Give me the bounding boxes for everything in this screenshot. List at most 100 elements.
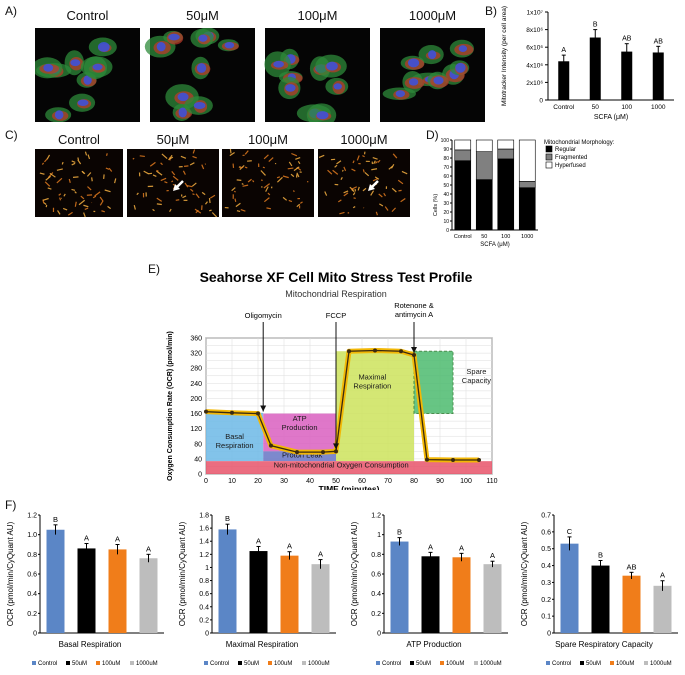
legend-label: 1000uM bbox=[308, 661, 330, 667]
cell-nucleus bbox=[193, 102, 206, 110]
mitochondrion bbox=[388, 165, 393, 170]
mitochondrion bbox=[143, 170, 149, 175]
legend-swatch bbox=[440, 661, 444, 665]
y-tick-label: 0.8 bbox=[27, 552, 37, 559]
y-axis-label: OCR (pmol/min/CyQuant AU) bbox=[520, 521, 529, 626]
mitochondrion bbox=[290, 173, 295, 178]
mitochondrion bbox=[46, 154, 51, 160]
y-tick-label: 0.6 bbox=[199, 591, 209, 598]
mitochondrion bbox=[201, 191, 206, 196]
y-tick-label: 0.5 bbox=[541, 546, 551, 553]
y-tick-label: 1.2 bbox=[27, 513, 37, 520]
mitochondrion bbox=[68, 178, 71, 183]
y-tick-label: 100 bbox=[441, 138, 450, 144]
mitochondrion bbox=[160, 162, 163, 166]
image-background bbox=[222, 149, 314, 217]
significance-letter: A bbox=[287, 542, 292, 551]
y-tick-label: 0.3 bbox=[541, 580, 551, 587]
mitochondrion bbox=[211, 212, 218, 217]
stacked-bar-segment bbox=[475, 139, 493, 152]
stacked-bar-segment bbox=[475, 151, 493, 180]
mitochondrion bbox=[351, 189, 355, 193]
bar bbox=[390, 541, 409, 633]
mitochondrion bbox=[113, 178, 117, 184]
mitochondrion bbox=[244, 166, 248, 169]
panel-f-spare-chart: 0 0.1 0.2 0.3 0.4 0.5 0.6 0.7 C B AB A OCR (pmol/min… bbox=[520, 513, 678, 667]
bar bbox=[621, 51, 633, 100]
y-tick-label: 0.6 bbox=[541, 529, 551, 536]
legend-label: Hyperfused bbox=[555, 163, 586, 169]
data-point bbox=[399, 349, 403, 354]
bar bbox=[653, 585, 672, 633]
y-tick-label: 1x10⁷ bbox=[527, 10, 544, 17]
mitochondrion bbox=[156, 169, 159, 172]
legend-label: Fragmented bbox=[555, 155, 587, 161]
x-tick-label: Control bbox=[553, 104, 575, 111]
mitochondrion bbox=[373, 160, 376, 165]
mitochondrion bbox=[392, 153, 398, 159]
region-label-line: Respiration bbox=[353, 382, 391, 391]
stacked-bar-segment bbox=[454, 149, 472, 161]
y-tick-label: 0 bbox=[33, 631, 37, 638]
mitochondrion bbox=[42, 197, 49, 201]
bar bbox=[591, 565, 610, 633]
legend-swatch bbox=[238, 661, 242, 665]
mitochondrion bbox=[390, 164, 395, 169]
panel-a-label: A) bbox=[5, 4, 17, 18]
y-tick-label: 8x10⁶ bbox=[526, 27, 543, 34]
significance-letter: B bbox=[53, 515, 58, 524]
y-tick-label: 0 bbox=[377, 631, 381, 638]
mitochondrion bbox=[71, 160, 76, 164]
y-axis-label: Oxygen Consumption Rate (OCR) (pmol/min) bbox=[167, 331, 174, 481]
y-tick-label: 0.1 bbox=[541, 614, 551, 621]
mitochondrion bbox=[377, 159, 381, 163]
legend-label: 1000uM bbox=[136, 661, 158, 667]
mitochondrion bbox=[156, 197, 163, 202]
mitochondrion bbox=[171, 180, 174, 183]
mitochondrion bbox=[171, 171, 176, 176]
region-label: Maximal Respiration bbox=[353, 373, 391, 391]
mitochondrion bbox=[266, 207, 272, 210]
region-label: Spare Capacity bbox=[462, 367, 491, 385]
mitochondrion bbox=[189, 162, 195, 166]
legend-title: Mitochondrial Morphology: bbox=[544, 140, 615, 146]
mitochondrion bbox=[99, 200, 104, 206]
mitochondrion bbox=[357, 186, 360, 191]
panel-f-label: F) bbox=[5, 498, 17, 512]
cell-nucleus bbox=[54, 110, 64, 120]
stacked-bar-segment bbox=[497, 148, 515, 160]
data-point bbox=[412, 353, 416, 357]
mitochondrion bbox=[156, 170, 163, 176]
significance-letter: A bbox=[490, 551, 495, 560]
y-axis-label: OCR (pmol/min/CyQuant AU) bbox=[6, 521, 15, 626]
mitochondrion bbox=[160, 177, 167, 182]
chart-title: Maximal Respiration bbox=[226, 640, 298, 649]
image-background bbox=[318, 149, 410, 217]
mitochondrion bbox=[295, 157, 301, 160]
legend-label: Regular bbox=[555, 147, 576, 153]
y-tick-label: 0.2 bbox=[371, 611, 381, 618]
mitochondrion bbox=[231, 187, 236, 192]
x-tick-label: 20 bbox=[254, 478, 262, 485]
mitochondrion bbox=[149, 161, 156, 167]
mitochondrion bbox=[194, 208, 202, 214]
region-2 bbox=[263, 451, 336, 462]
y-tick-label: 1 bbox=[377, 532, 381, 539]
cell-nucleus bbox=[285, 84, 296, 92]
x-tick-label: 10 bbox=[228, 478, 236, 485]
mitochondrion bbox=[244, 150, 249, 155]
mitochondrion bbox=[374, 176, 380, 180]
stacked-bar-segment bbox=[454, 139, 472, 151]
mitochondrion bbox=[39, 172, 45, 175]
data-point bbox=[230, 410, 234, 415]
y-tick-label: 320 bbox=[190, 351, 202, 358]
bar bbox=[560, 543, 579, 633]
panel-f-basal-chart: 0 0.2 0.4 0.6 0.8 1.0 1.2 B A A A OCR (pmol/min/CyQ… bbox=[6, 513, 164, 667]
panel-c-title-50: 50μM bbox=[156, 132, 190, 147]
region-label-line: Basal bbox=[225, 432, 244, 441]
mitochondrion bbox=[87, 186, 92, 191]
y-tick-label: 0 bbox=[205, 631, 209, 638]
mitochondrion bbox=[341, 169, 344, 172]
mitochondrion bbox=[45, 204, 48, 208]
stacked-bar-segment bbox=[497, 158, 515, 231]
